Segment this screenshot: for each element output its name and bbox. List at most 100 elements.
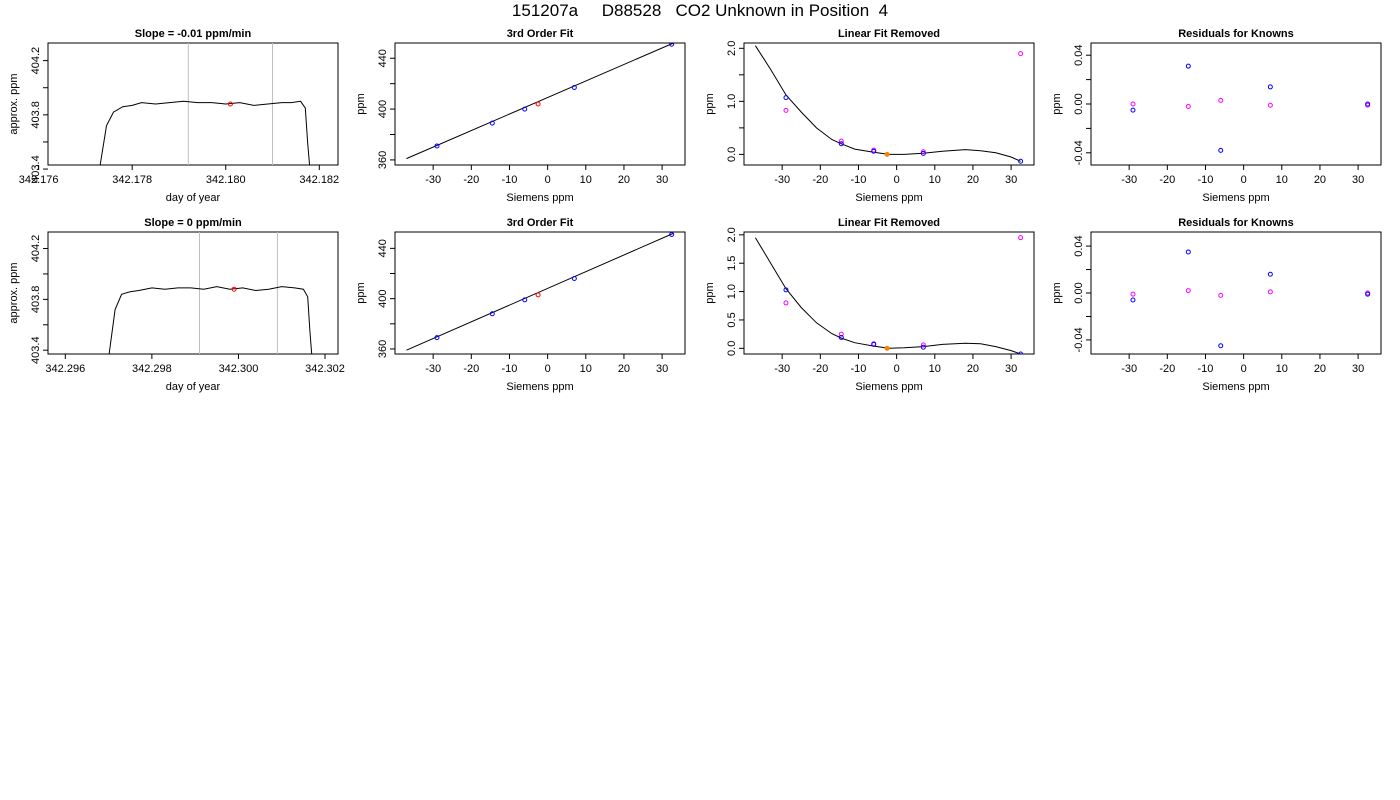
known-point: [522, 297, 528, 303]
x-tick-label: 30: [1352, 174, 1364, 186]
plot-area: [108, 232, 313, 354]
known-point: [1018, 351, 1024, 354]
x-tick-label: 10: [929, 174, 941, 186]
x-tick-label: 342.302: [305, 363, 345, 375]
x-tick-label: 20: [967, 363, 979, 375]
known-point: [871, 148, 877, 154]
plot-frame: [743, 231, 1035, 355]
known-point: [1218, 147, 1224, 153]
x-tick-label: 20: [618, 363, 630, 375]
x-tick-label: -30: [1121, 363, 1137, 375]
known-point: [571, 84, 577, 90]
y-tick-label: -0.04: [1073, 327, 1085, 352]
known-point: [522, 106, 528, 112]
known-point: [920, 150, 926, 156]
y-tick-label: 0.00: [1073, 282, 1085, 303]
average-marker: [231, 286, 237, 292]
panel-title: 3rd Order Fit: [507, 28, 574, 40]
x-tick-label: 0: [545, 363, 551, 375]
panel-title: 3rd Order Fit: [507, 217, 574, 229]
x-tick-label: 30: [1005, 363, 1017, 375]
x-tick-label: 30: [656, 363, 668, 375]
x-tick-label: 20: [1314, 174, 1326, 186]
panel-4: Residuals for Knowns Siemens ppm ppm -30 -20…: [1051, 28, 1382, 204]
x-tick-label: -20: [463, 363, 479, 375]
x-tick-label: 0: [1241, 363, 1247, 375]
y-tick-label: 400: [377, 100, 389, 118]
alt-point: [838, 331, 844, 337]
y-tick-label: 0.0: [726, 341, 738, 356]
y-tick-label: 0.0: [726, 147, 738, 162]
x-tick-label: 10: [1276, 174, 1288, 186]
alt-point: [1185, 288, 1191, 294]
y-tick-label: 0.04: [1073, 235, 1085, 256]
y-tick-label: 440: [377, 239, 389, 257]
plot-frame: [394, 42, 686, 166]
y-tick-label: 1.5: [726, 256, 738, 271]
y-tick-label: 1.0: [726, 94, 738, 109]
known-point: [1130, 107, 1136, 113]
y-tick-label: 403.8: [30, 101, 42, 129]
panel-title: Linear Fit Removed: [838, 28, 940, 40]
tank-description: CO2 Unknown in Position 4: [675, 1, 889, 20]
unknown-point: [884, 345, 890, 351]
x-tick-label: 342.176: [19, 174, 59, 186]
plot-area: [406, 43, 675, 160]
y-tick-label: 360: [377, 151, 389, 169]
plot-frame: [47, 42, 339, 166]
known-point: [1365, 101, 1371, 107]
x-tick-label: 342.296: [45, 363, 85, 375]
y-axis-label: ppm: [704, 93, 716, 114]
x-tick-label: 30: [656, 174, 668, 186]
x-tick-label: -20: [1159, 363, 1175, 375]
x-tick-label: 0: [1241, 174, 1247, 186]
panel-6: 3rd Order Fit Siemens ppm ppm -30 -20 -10 0 10 2…: [355, 217, 686, 393]
y-axis-label: ppm: [1051, 282, 1063, 303]
y-tick-label: -0.04: [1073, 140, 1085, 165]
plot-frame: [394, 231, 686, 355]
x-tick-label: 342.180: [206, 174, 246, 186]
known-point: [669, 43, 675, 47]
x-tick-label: 30: [1352, 363, 1364, 375]
plot-area: [406, 232, 675, 351]
plot-area: [1130, 249, 1371, 349]
unknown-point: [884, 151, 890, 157]
y-tick-label: 403.4: [30, 155, 42, 183]
x-tick-label: 30: [1005, 174, 1017, 186]
known-point: [838, 335, 844, 341]
known-point: [571, 276, 577, 282]
x-axis-label: Siemens ppm: [1202, 381, 1269, 393]
x-tick-label: -10: [851, 174, 867, 186]
x-tick-label: 20: [967, 174, 979, 186]
y-tick-label: 2.0: [726, 41, 738, 56]
plot-area: [99, 43, 311, 165]
known-point: [1267, 271, 1273, 277]
tank-id: D88528: [601, 1, 662, 20]
x-tick-label: 10: [1276, 363, 1288, 375]
panel-5: Slope = 0 ppm/min day of year approx. ppm 3…: [8, 217, 345, 393]
x-tick-label: 342.182: [299, 174, 339, 186]
x-axis-label: Siemens ppm: [506, 381, 573, 393]
x-tick-label: 342.298: [132, 363, 172, 375]
known-point: [1018, 158, 1024, 164]
x-tick-label: -30: [425, 174, 441, 186]
alt-point: [920, 342, 926, 348]
alt-point: [838, 138, 844, 144]
y-axis-label: approx. ppm: [8, 262, 20, 323]
x-axis-label: Siemens ppm: [855, 381, 922, 393]
y-tick-label: 0.5: [726, 312, 738, 327]
known-point: [783, 287, 789, 293]
panel-title: Linear Fit Removed: [838, 217, 940, 229]
fit-line: [406, 43, 674, 160]
y-axis-label: ppm: [355, 282, 367, 303]
y-tick-label: 2.0: [726, 227, 738, 242]
known-point: [1185, 249, 1191, 255]
known-point: [838, 141, 844, 147]
plot-area: [754, 45, 1024, 164]
panel-title: Residuals for Knowns: [1178, 28, 1294, 40]
panel-title: Slope = 0 ppm/min: [144, 217, 242, 229]
alt-point: [1267, 289, 1273, 295]
plot-area: [754, 235, 1024, 354]
y-tick-label: 404.2: [30, 47, 42, 75]
